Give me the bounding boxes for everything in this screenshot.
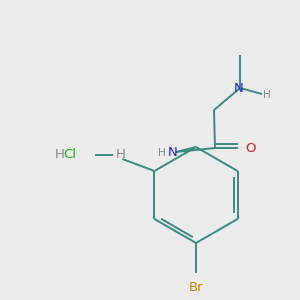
Text: H: H <box>158 148 166 158</box>
Text: N: N <box>234 82 244 94</box>
Text: Cl: Cl <box>63 148 76 161</box>
Text: Br: Br <box>189 281 203 294</box>
Text: H: H <box>116 148 126 161</box>
Text: H: H <box>55 148 65 161</box>
Text: N: N <box>168 146 178 160</box>
Text: H: H <box>263 90 271 100</box>
Text: O: O <box>245 142 256 155</box>
